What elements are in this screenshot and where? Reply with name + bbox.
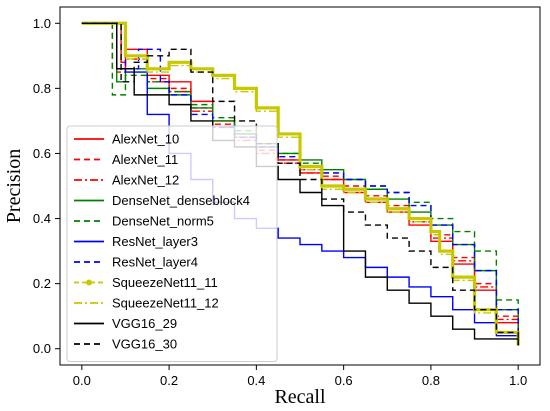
- x-tick-label: 0.2: [160, 373, 178, 388]
- legend-label: ResNet_layer4: [112, 255, 198, 270]
- x-tick-label: 0.6: [335, 373, 353, 388]
- legend-label: AlexNet_11: [112, 152, 178, 167]
- x-tick-label: 0.8: [422, 373, 440, 388]
- y-tick-label: 0.4: [33, 211, 51, 226]
- x-tick-label: 0.4: [247, 373, 265, 388]
- legend-label: AlexNet_10: [112, 132, 179, 147]
- x-tick-label: 0.0: [73, 373, 91, 388]
- y-tick-label: 0.0: [33, 341, 51, 356]
- legend-box: [66, 125, 278, 362]
- legend-label: VGG16_29: [112, 316, 177, 331]
- y-axis-ticks: 0.0 0.2 0.4 0.6 0.8 1.0: [33, 16, 60, 356]
- y-tick-label: 0.8: [33, 81, 51, 96]
- series-line: [81, 22, 519, 346]
- legend-marker: [86, 279, 92, 286]
- series-layer: [81, 21, 520, 346]
- y-tick-label: 0.2: [33, 276, 51, 291]
- legend-label: DenseNet_norm5: [112, 214, 214, 229]
- y-axis-title: Precision: [3, 149, 25, 223]
- legend: AlexNet_10 AlexNet_11 AlexNet_12 DenseNet_d…: [66, 125, 278, 362]
- x-axis-title: Recall: [274, 386, 326, 408]
- legend-label: SqueezeNet11_12: [112, 296, 219, 311]
- legend-label: SqueezeNet11_11: [112, 275, 218, 290]
- legend-label: DenseNet_denseblock4: [112, 193, 250, 208]
- series-line: [81, 22, 519, 346]
- legend-label: ResNet_layer3: [112, 234, 198, 249]
- series-line: [81, 22, 519, 346]
- series-line: [81, 22, 519, 346]
- legend-label: VGG16_30: [112, 337, 177, 352]
- y-tick-label: 1.0: [33, 16, 51, 31]
- plot-frame: [59, 6, 541, 366]
- x-tick-label: 1.0: [509, 373, 527, 388]
- y-tick-label: 0.6: [33, 146, 51, 161]
- x-axis-ticks: 0.0 0.2 0.4 0.6 0.8 1.0: [73, 365, 527, 388]
- legend-label: AlexNet_12: [112, 173, 179, 188]
